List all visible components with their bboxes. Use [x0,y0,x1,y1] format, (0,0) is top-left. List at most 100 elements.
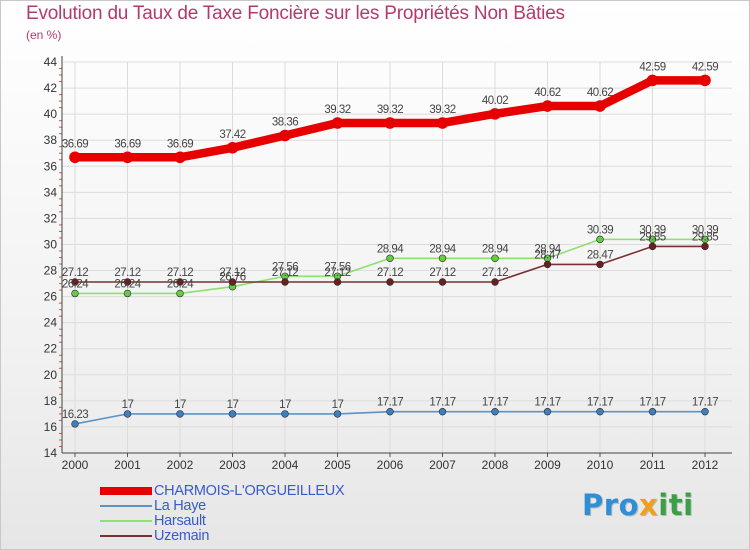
data-label: 28.47 [534,249,560,261]
legend-label: Uzemain [154,528,210,544]
data-point [226,141,239,154]
data-label: 30.39 [639,224,665,236]
data-label: 26.24 [167,278,194,290]
data-label: 27.12 [62,267,88,279]
y-tick-label: 26 [44,290,58,304]
data-label: 27.12 [167,267,193,279]
y-tick-label: 14 [44,446,58,460]
data-label: 40.62 [587,87,613,99]
data-point [386,407,394,416]
data-point [543,407,552,416]
data-point [281,278,289,286]
legend-label: CHARMOIS-L'ORGUEILLEUX [154,483,345,499]
logo-letter: x [639,488,659,522]
legend-swatch [100,535,152,537]
data-label: 36.69 [62,138,88,150]
x-tick-label: 2003 [219,458,246,472]
data-label: 17 [227,399,239,411]
data-label: 36.69 [114,138,140,150]
data-label: 39.32 [324,104,350,116]
data-point [331,117,344,129]
y-tick-label: 34 [44,185,58,199]
data-label: 39.32 [377,104,403,116]
y-tick-label: 28 [44,264,58,278]
data-label: 17 [332,399,344,411]
data-point [596,260,604,269]
data-labels: 36.69 36.69 36.69 37.42 38.36 39.32 39.32 39.32… [62,61,719,421]
data-label: 17.17 [429,397,455,409]
data-point [228,410,237,418]
x-tick-label: 2006 [377,458,404,472]
y-tick-label: 22 [44,342,58,356]
data-label: 42.59 [692,61,718,73]
legend-label: La Haye [154,498,206,514]
logo-letter: o [618,488,640,522]
data-point [281,410,289,418]
data-label: 27.12 [482,267,508,279]
data-label: 38.36 [272,117,298,129]
data-label: 26.24 [62,278,89,290]
data-label: 28.47 [587,249,613,261]
data-label: 17.17 [639,397,665,409]
x-tick-label: 2000 [62,458,89,472]
x-tick-label: 2002 [167,458,194,472]
y-tick-label: 36 [44,159,58,173]
data-label: 17.17 [692,397,718,409]
series-charmois-l-orgueilleux [69,74,711,164]
data-label: 36.69 [167,138,193,150]
legend-swatch [100,505,152,507]
data-point [594,100,606,112]
data-point [491,278,499,286]
series-uzemain [71,242,709,286]
data-label: 30.39 [692,224,718,236]
logo-letter: P [582,488,604,522]
data-label: 17.17 [534,397,560,409]
legend-label: Harsault [154,513,206,529]
x-tick-label: 2005 [324,458,351,472]
y-unit-label: (en %) [26,28,62,42]
y-tick-label: 30 [44,237,58,251]
y-tick-label: 20 [44,368,58,382]
data-point [71,289,79,298]
series-group [69,74,711,428]
data-label: 29.85 [692,231,718,243]
x-tick-label: 2007 [429,458,456,472]
data-label: 17 [122,399,134,411]
data-label: 27.56 [324,261,350,273]
data-point [123,410,132,418]
x-tick-label: 2012 [692,458,719,472]
data-point [176,278,184,286]
data-point [438,254,447,262]
data-point [69,151,81,164]
data-label: 29.85 [639,231,665,243]
y-tick-label: 44 [44,55,58,69]
data-point [438,407,447,416]
x-tick-label: 2008 [482,458,509,472]
data-label: 26.76 [219,272,245,284]
data-point [701,407,709,416]
data-point [648,242,657,251]
data-label: 28.94 [429,243,456,255]
grid [62,61,732,454]
data-point [701,242,709,251]
data-label: 17 [174,399,186,411]
series-la-haye [71,407,709,428]
data-point [71,278,79,286]
data-point [699,74,711,87]
data-label: 17.17 [482,397,508,409]
x-tick-label: 2011 [640,458,666,472]
data-point [121,151,134,164]
data-point [279,129,291,142]
data-point [491,254,499,262]
data-label: 17 [279,399,291,411]
logo-letter: i [658,488,669,522]
data-point [596,407,604,416]
x-tick-label: 2010 [587,458,614,472]
data-label: 40.62 [534,87,560,99]
data-point [436,117,449,129]
data-label: 27.12 [377,267,403,279]
y-tick-label: 18 [44,394,58,408]
logo-letter: i [683,488,694,522]
data-label: 17.17 [587,397,613,409]
